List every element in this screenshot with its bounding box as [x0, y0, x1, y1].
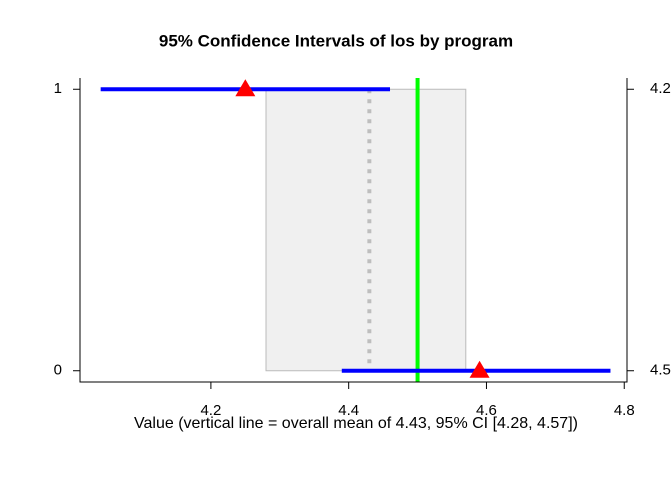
x-axis-label: Value (vertical line = overall mean of 4… — [134, 415, 578, 432]
axis-frame — [79, 78, 628, 383]
right-tick-label: 4.5 — [650, 362, 671, 379]
chart-title: 95% Confidence Intervals of los by progr… — [159, 31, 513, 50]
y-tick-label: 1 — [54, 80, 62, 97]
group-mean — [469, 360, 490, 378]
x-tick-label: 4.6 — [476, 402, 497, 419]
right-tick-label: 4.2 — [650, 80, 671, 97]
overall-ci-band — [265, 88, 467, 372]
x-tick-label: 4.2 — [200, 402, 221, 419]
group-mean — [235, 79, 256, 97]
x-tick-label: 4.4 — [338, 402, 359, 419]
y-tick-label: 0 — [54, 362, 62, 379]
x-tick-label: 4.8 — [614, 402, 635, 419]
